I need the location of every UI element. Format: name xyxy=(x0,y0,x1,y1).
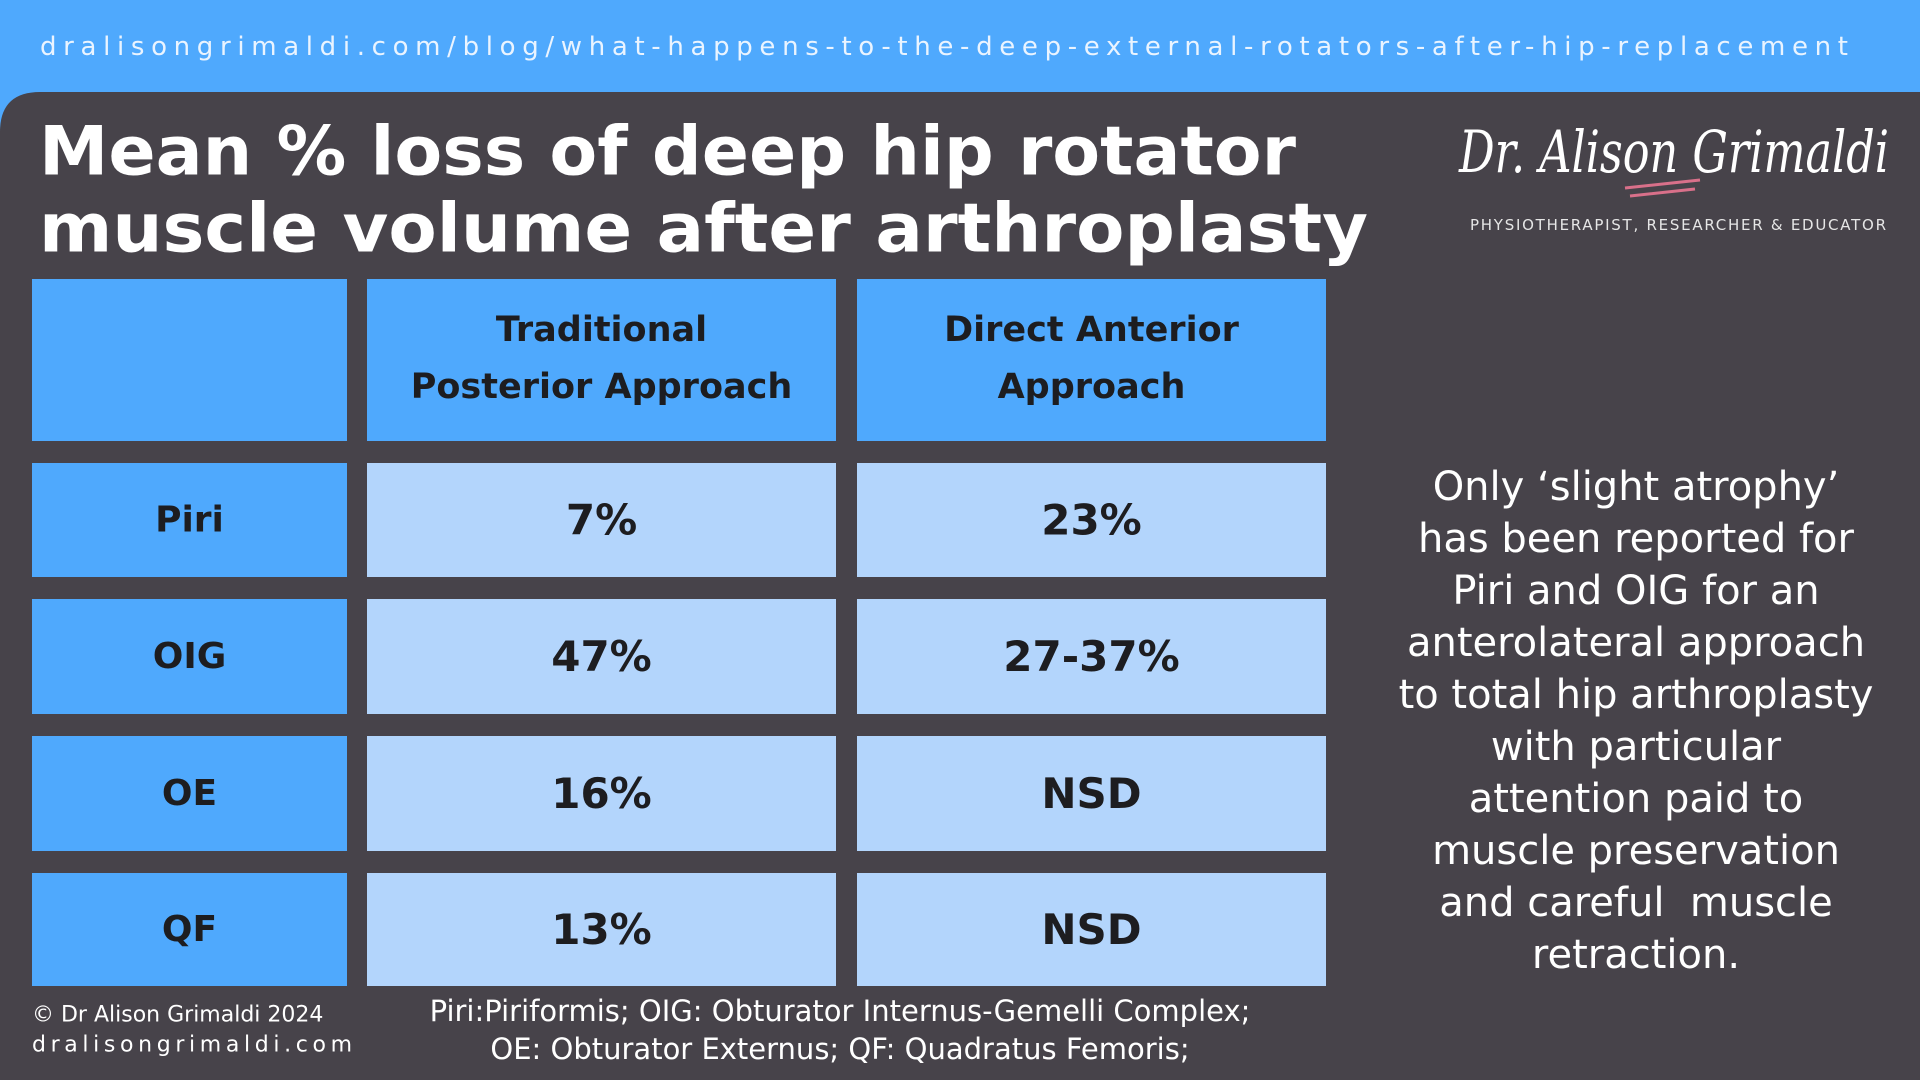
row-label: OIG xyxy=(153,636,227,677)
footnote-line: Piri:Piriformis; OIG: Obturator Internus… xyxy=(430,994,1251,1028)
header-cell xyxy=(367,279,836,441)
cell-value: NSD xyxy=(1041,905,1141,954)
side-note-line: Only ‘slight atrophy’ xyxy=(1433,464,1840,510)
row-label: Piri xyxy=(155,500,224,541)
side-note-line: anterolateral approach xyxy=(1407,620,1865,666)
title-line: muscle volume after arthroplasty xyxy=(39,190,1368,269)
logo-stroke xyxy=(1624,178,1701,198)
title-line: Mean % loss of deep hip rotator xyxy=(39,113,1296,192)
cell-value: 47% xyxy=(551,632,652,681)
side-note-line: attention paid to xyxy=(1469,776,1803,822)
side-note-line: to total hip arthroplasty xyxy=(1399,672,1874,718)
data-cell xyxy=(857,463,1326,577)
side-note-line: Piri and OIG for an xyxy=(1452,568,1819,614)
copyright: © Dr Alison Grimaldi 2024 xyxy=(32,1003,323,1028)
footnote-line: OE: Obturator Externus; QF: Quadratus Fe… xyxy=(490,1032,1189,1066)
data-cell xyxy=(857,599,1326,714)
side-note-line: and careful muscle xyxy=(1439,880,1833,926)
data-cell xyxy=(367,463,836,577)
header-text: Approach xyxy=(998,367,1186,407)
data-cell xyxy=(367,599,836,714)
header-text: Posterior Approach xyxy=(411,367,793,407)
row-header-cell xyxy=(32,599,347,714)
cell-value: NSD xyxy=(1041,769,1141,818)
row-label: QF xyxy=(162,909,217,950)
data-cell xyxy=(857,736,1326,851)
data-cell xyxy=(857,873,1326,986)
row-label: OE xyxy=(162,773,217,814)
data-cell xyxy=(367,736,836,851)
header-cell xyxy=(857,279,1326,441)
data-cell xyxy=(367,873,836,986)
logo-name: Dr. Alison Grimaldi xyxy=(1458,118,1889,186)
cell-value: 27-37% xyxy=(1003,632,1179,681)
cell-value: 13% xyxy=(551,905,652,954)
side-note-line: muscle preservation xyxy=(1432,828,1840,874)
row-header-cell xyxy=(32,873,347,986)
row-header-cell xyxy=(32,463,347,577)
header-text: Traditional xyxy=(496,310,707,350)
cell-value: 16% xyxy=(551,769,652,818)
side-note-line: retraction. xyxy=(1532,932,1740,978)
side-note-line: with particular xyxy=(1491,724,1782,770)
row-header-cell xyxy=(32,736,347,851)
side-note-line: has been reported for xyxy=(1418,516,1855,562)
header-cell xyxy=(32,279,347,441)
website: dralisongrimaldi.com xyxy=(32,1033,352,1058)
logo-tagline: PHYSIOTHERAPIST, RESEARCHER & EDUCATOR xyxy=(1470,216,1886,234)
cell-value: 23% xyxy=(1041,496,1142,545)
cell-value: 7% xyxy=(566,496,637,545)
header-text: Direct Anterior xyxy=(944,310,1239,350)
